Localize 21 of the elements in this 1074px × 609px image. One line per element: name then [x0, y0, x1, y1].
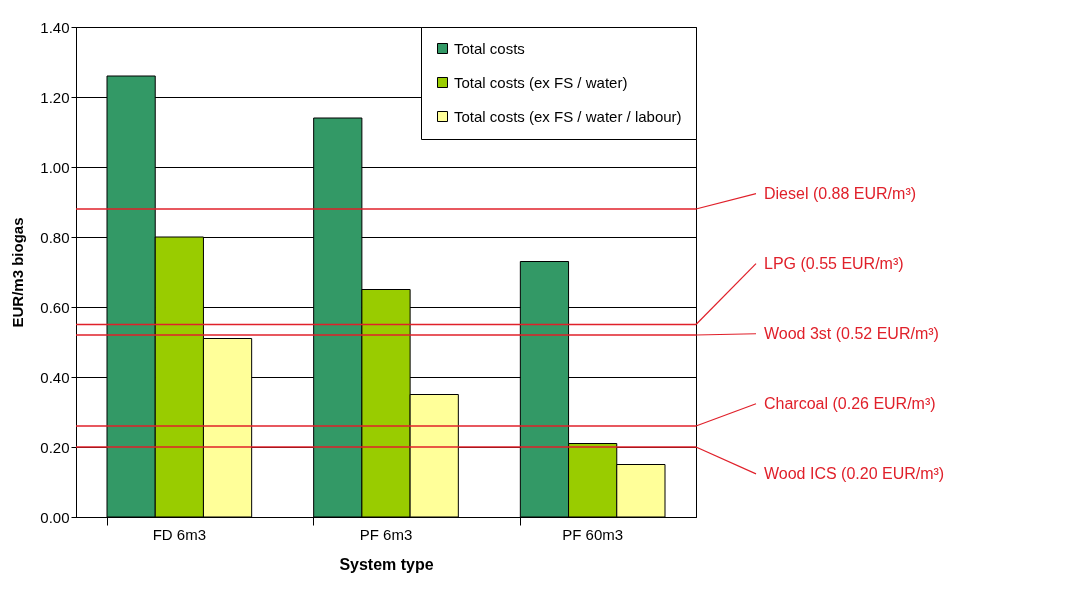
y-tick-label: 0.00 — [40, 508, 70, 526]
y-tick-label: 0.20 — [40, 438, 70, 456]
ref-line-label: Charcoal (0.26 EUR/m³) — [764, 394, 936, 412]
x-axis-title: System type — [339, 555, 434, 573]
ref-line-label: Wood 3st (0.52 EUR/m³) — [764, 324, 939, 342]
y-axis-title: EUR/m3 biogas — [9, 217, 27, 328]
x-tick-label: PF 60m3 — [562, 525, 624, 543]
x-tick-label: PF 6m3 — [359, 525, 413, 543]
ref-line-label: Wood ICS (0.20 EUR/m³) — [764, 464, 945, 482]
legend-label: Total costs (ex FS / water / labour) — [454, 107, 682, 125]
x-tick-label: FD 6m3 — [152, 525, 207, 543]
y-tick-label: 0.40 — [40, 368, 70, 386]
y-tick-label: 1.40 — [40, 18, 70, 36]
legend-label: Total costs (ex FS / water) — [454, 73, 628, 91]
y-tick-label: 1.20 — [40, 88, 70, 106]
ref-line-label: LPG (0.55 EUR/m³) — [764, 254, 904, 272]
y-tick-label: 0.60 — [40, 298, 70, 316]
legend-label: Diesel (0.88 EUR/m³) — [764, 184, 917, 202]
y-tick-label: 0.80 — [40, 228, 70, 246]
y-tick-label: 1.00 — [40, 158, 70, 176]
legend-label: Total costs — [454, 39, 525, 57]
